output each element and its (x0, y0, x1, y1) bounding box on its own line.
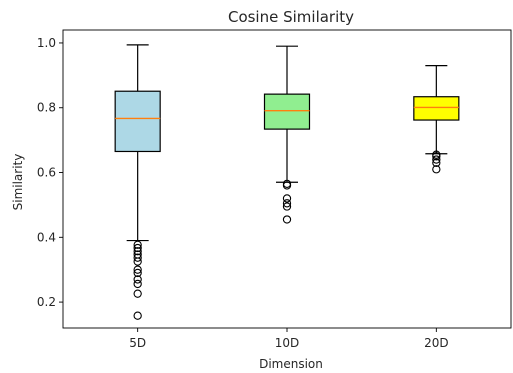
outlier-point-5d (133, 311, 142, 320)
y-tick-label: 1.0 (37, 36, 56, 50)
chart-title: Cosine Similarity (228, 8, 354, 26)
outlier-point-20d (432, 158, 441, 167)
y-tick-label: 0.6 (37, 166, 56, 180)
outlier-point-10d (282, 199, 292, 208)
x-tick-label: 10D (275, 336, 300, 350)
box-10d (263, 93, 311, 130)
outlier-point-10d (282, 202, 292, 211)
outlier-point-5d (133, 240, 142, 249)
outlier-point-5d (133, 265, 142, 274)
outlier-point-10d (282, 215, 292, 224)
outlier-point-20d (432, 155, 441, 164)
outlier-point-20d (432, 165, 441, 174)
outlier-point-5d (133, 268, 142, 278)
y-tick-label: 0.2 (37, 295, 56, 309)
outlier-point-5d (133, 289, 142, 298)
box-20d (413, 96, 460, 121)
outlier-point-10d (282, 194, 292, 203)
outlier-point-5d (133, 243, 142, 253)
outlier-point-5d (133, 279, 142, 289)
y-tick-label: 0.8 (37, 101, 56, 115)
outlier-point-5d (133, 257, 142, 266)
y-tick-label: 0.4 (37, 230, 56, 244)
plot-area: 0.2 0.4 0.6 0.8 1.0 5D 10D 20D (37, 29, 512, 350)
outlier-point-5d (133, 253, 142, 262)
box-5d (114, 90, 161, 153)
outlier-point-5d (133, 247, 142, 256)
outlier-point-10d (282, 181, 292, 190)
x-axis-label: Dimension (259, 357, 323, 371)
outlier-point-5d (133, 275, 142, 284)
outlier-point-20d (432, 152, 441, 161)
x-tick-label: 5D (129, 336, 146, 350)
y-axis-label: Similarity (11, 154, 25, 211)
x-tick-label: 20D (424, 336, 449, 350)
